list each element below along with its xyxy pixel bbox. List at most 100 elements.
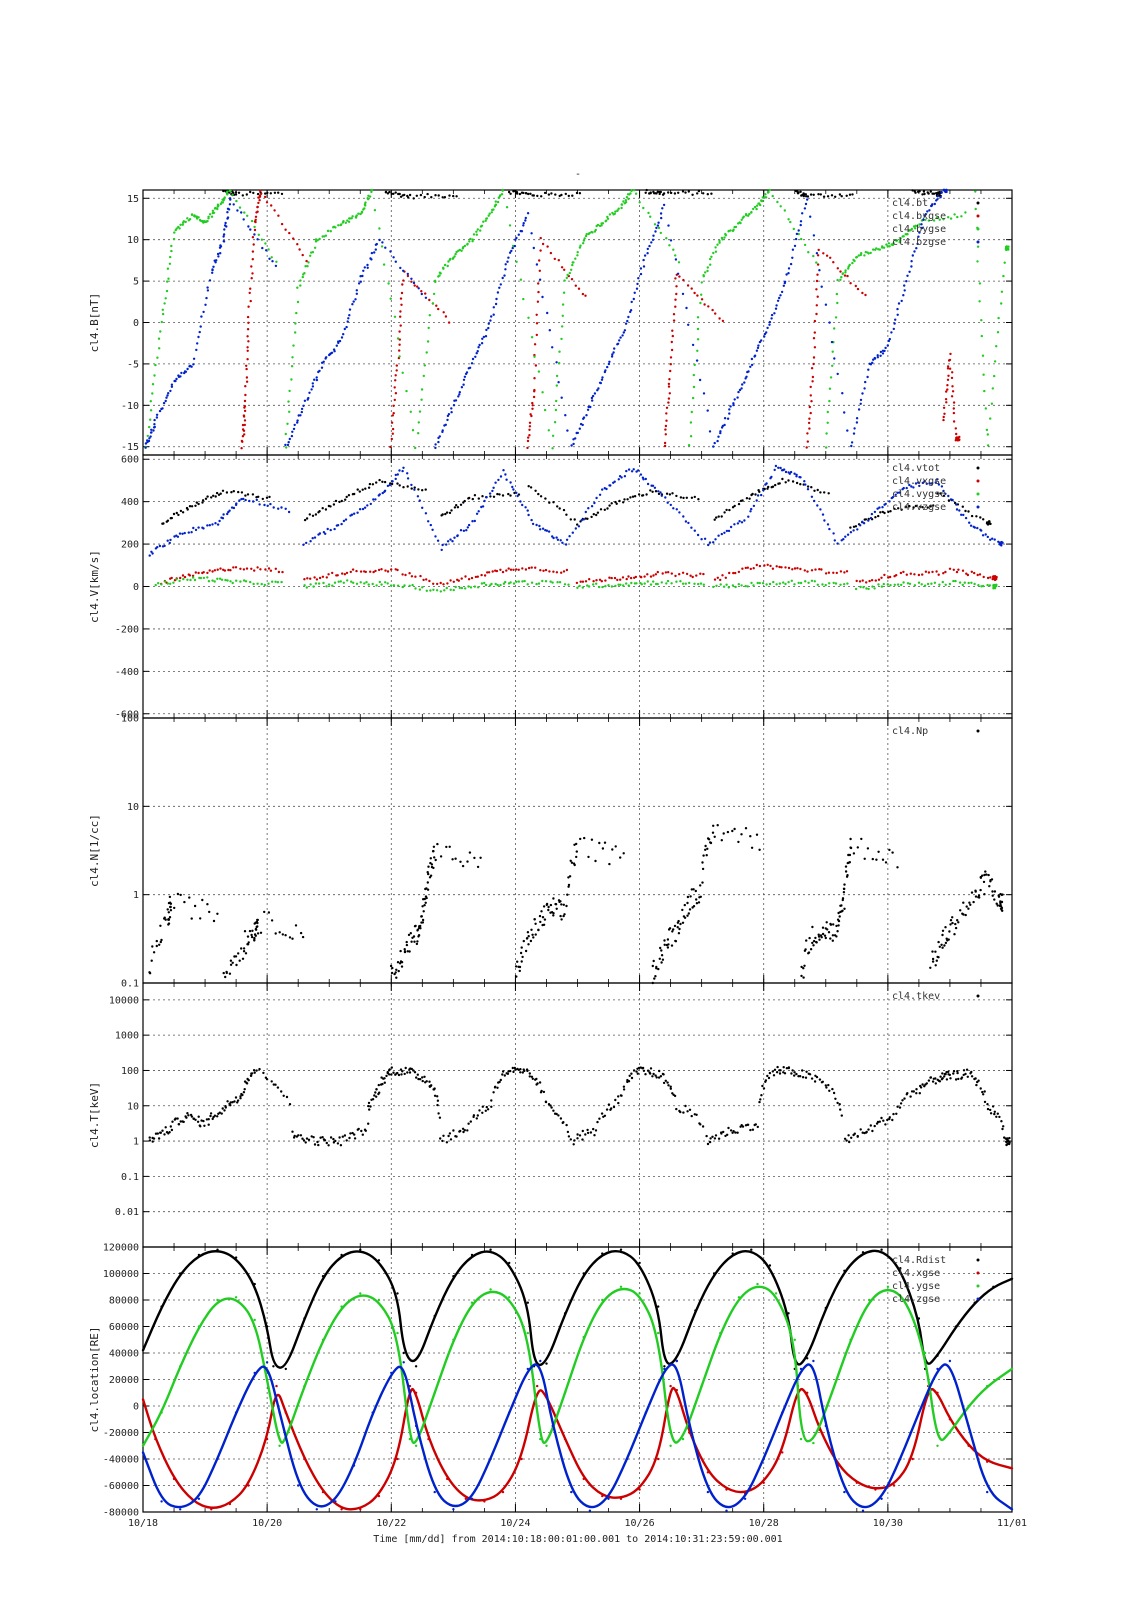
data-point: [432, 1088, 436, 1091]
data-point: [217, 204, 220, 207]
data-point: [210, 496, 213, 499]
data-point: [919, 505, 922, 508]
data-point: [619, 336, 622, 339]
data-point: [373, 1094, 376, 1097]
data-point: [601, 222, 605, 225]
data-point: [301, 275, 304, 279]
data-point: [655, 965, 658, 969]
data-point: [270, 256, 273, 259]
data-point: [793, 1338, 796, 1342]
data-point: [870, 512, 874, 516]
data-point: [698, 378, 702, 382]
data-point: [886, 1118, 889, 1122]
data-point: [951, 921, 954, 925]
data-point: [947, 499, 951, 502]
data-point: [462, 383, 465, 386]
data-point: [649, 215, 652, 218]
data-point: [414, 924, 417, 928]
data-point: [265, 1325, 269, 1328]
data-point: [960, 215, 963, 218]
data-point: [235, 963, 238, 967]
data-point: [334, 1500, 337, 1503]
data-point: [552, 897, 555, 900]
data-point: [564, 543, 568, 546]
data-point: [657, 221, 660, 224]
data-point: [152, 1137, 156, 1140]
data-point: [754, 493, 757, 496]
data-point: [433, 1490, 436, 1494]
data-point: [956, 439, 960, 442]
data-point: [235, 199, 238, 203]
data-point: [931, 960, 935, 963]
data-point: [816, 273, 819, 276]
data-point: [399, 297, 403, 300]
data-point: [905, 280, 908, 283]
data-point: [387, 282, 390, 285]
data-point: [996, 1112, 999, 1115]
data-point: [793, 244, 797, 248]
data-point: [657, 490, 660, 493]
data-point: [246, 214, 249, 217]
data-point: [923, 584, 927, 587]
y-tick-label: 80000: [109, 1296, 139, 1307]
data-point: [799, 1075, 802, 1078]
data-point: [438, 435, 441, 438]
data-point: [455, 1135, 458, 1138]
data-point: [759, 1098, 762, 1101]
data-point: [921, 506, 924, 509]
data-point: [813, 580, 816, 583]
data-point: [879, 354, 882, 357]
data-point: [223, 569, 227, 572]
data-point: [161, 312, 165, 316]
data-point: [254, 928, 258, 931]
data-point: [691, 193, 694, 196]
data-point: [284, 1367, 287, 1371]
data-point: [676, 272, 680, 275]
data-point: [616, 209, 619, 212]
data-point: [892, 242, 895, 245]
data-point: [966, 1075, 969, 1079]
data-point: [956, 503, 960, 506]
data-point: [664, 424, 668, 428]
data-point: [509, 568, 513, 571]
data-point: [628, 1074, 631, 1078]
data-point: [149, 431, 153, 434]
data-point: [160, 583, 163, 586]
data-point: [573, 863, 576, 867]
data-point: [549, 251, 553, 255]
data-point: [825, 446, 828, 449]
data-point: [463, 499, 466, 503]
data-point: [303, 1457, 306, 1461]
data-point: [168, 541, 171, 545]
data-point: [232, 203, 235, 206]
data-point: [544, 497, 547, 500]
data-point: [447, 321, 451, 324]
data-point: [638, 1292, 641, 1295]
data-point: [568, 535, 571, 538]
data-point: [528, 425, 532, 428]
data-point: [216, 1248, 219, 1251]
data-point: [563, 1437, 567, 1441]
data-point: [880, 576, 883, 579]
data-point: [768, 582, 772, 586]
data-point: [799, 223, 802, 227]
data-point: [952, 1072, 955, 1075]
data-point: [708, 1140, 712, 1144]
data-point: [948, 1359, 952, 1363]
data-point: [666, 501, 669, 504]
data-point: [433, 1314, 436, 1318]
data-point: [192, 357, 196, 360]
legend-entry: cl4.vtot: [892, 463, 940, 474]
data-point: [476, 228, 479, 231]
data-point: [445, 586, 448, 590]
data-point: [559, 1117, 563, 1120]
data-point: [245, 367, 248, 371]
data-point: [596, 389, 599, 392]
data-point: [547, 530, 551, 533]
y-tick-label: -20000: [103, 1428, 139, 1439]
data-point: [409, 932, 412, 935]
data-point: [389, 445, 392, 449]
data-point: [596, 1120, 599, 1124]
data-point: [449, 1138, 453, 1141]
data-point: [563, 279, 566, 282]
